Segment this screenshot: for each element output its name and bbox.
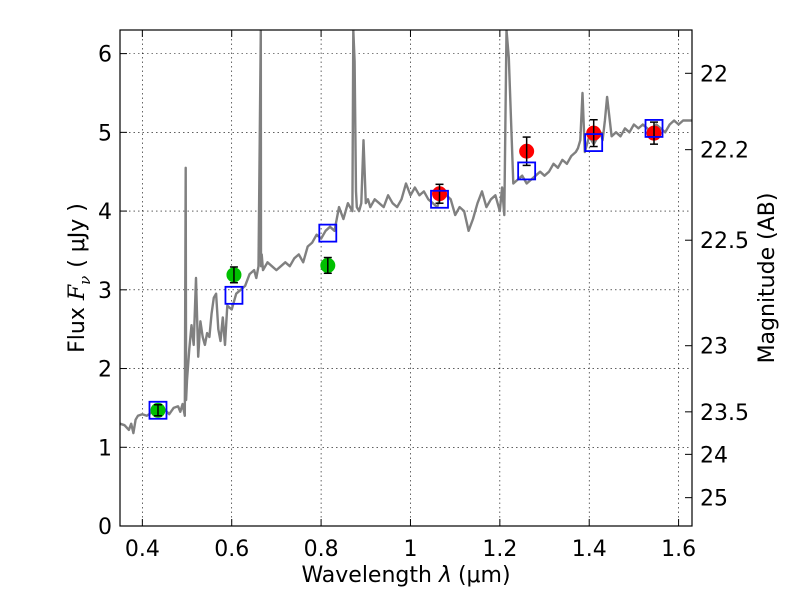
model-square — [430, 189, 449, 209]
model-square — [318, 223, 338, 243]
y-axis-label-subscript: ν — [76, 276, 94, 285]
model-square — [644, 119, 664, 138]
model-square — [224, 285, 244, 305]
y-tick-label: 4 — [98, 200, 112, 225]
y-tick-label: 0 — [98, 515, 112, 540]
y2-tick-label: 23.5 — [700, 401, 749, 426]
y2-tick-label: 25 — [700, 487, 728, 512]
model-square — [584, 133, 604, 152]
axes: 0.4 0.6 0.8 1 1.2 1.4 1.601234562222.222.52323… — [98, 30, 749, 562]
y-axis-label-prefix: Flux — [65, 300, 90, 353]
y-tick-label: 6 — [98, 43, 112, 68]
model-square — [148, 400, 168, 420]
x-tick-label: 0.6 — [214, 537, 249, 562]
x-tick-label: 1.4 — [572, 537, 607, 562]
spectrum-series — [120, 30, 692, 435]
model-square — [517, 161, 537, 181]
x-tick-label: 0.4 — [125, 537, 160, 562]
y2-tick-label: 22.2 — [700, 139, 749, 164]
marker-series — [148, 119, 664, 420]
y-axis-label-unit: ( μJy ) — [65, 203, 90, 268]
x-tick-label: 1.6 — [661, 537, 696, 562]
y-tick-label: 2 — [98, 358, 112, 383]
y-axis-label-symbol: F — [65, 284, 90, 301]
spectrum-line — [120, 30, 692, 435]
y2-tick-label: 22.5 — [700, 229, 749, 254]
y-tick-label: 5 — [98, 121, 112, 146]
x-axis-label-unit: (μm) — [458, 563, 511, 588]
x-axis-label: Wavelength λ (μm) — [301, 563, 510, 588]
y2-tick-label: 23 — [700, 335, 728, 360]
x-axis-label-symbol: λ — [438, 563, 452, 588]
y2-tick-label: 22 — [700, 62, 728, 87]
x-tick-label: 1.2 — [482, 537, 517, 562]
x-tick-label: 0.8 — [304, 537, 339, 562]
y2-axis-label: Magnitude (AB) — [755, 193, 780, 364]
y-tick-label: 1 — [98, 436, 112, 461]
x-axis-label-prefix: Wavelength — [301, 563, 439, 588]
plot-frame — [119, 29, 693, 527]
x-tick-label: 1 — [403, 537, 417, 562]
y-axis-label: Flux Fν ( μJy ) — [65, 203, 94, 353]
y2-tick-label: 24 — [700, 443, 728, 468]
y-tick-label: 3 — [98, 279, 112, 304]
